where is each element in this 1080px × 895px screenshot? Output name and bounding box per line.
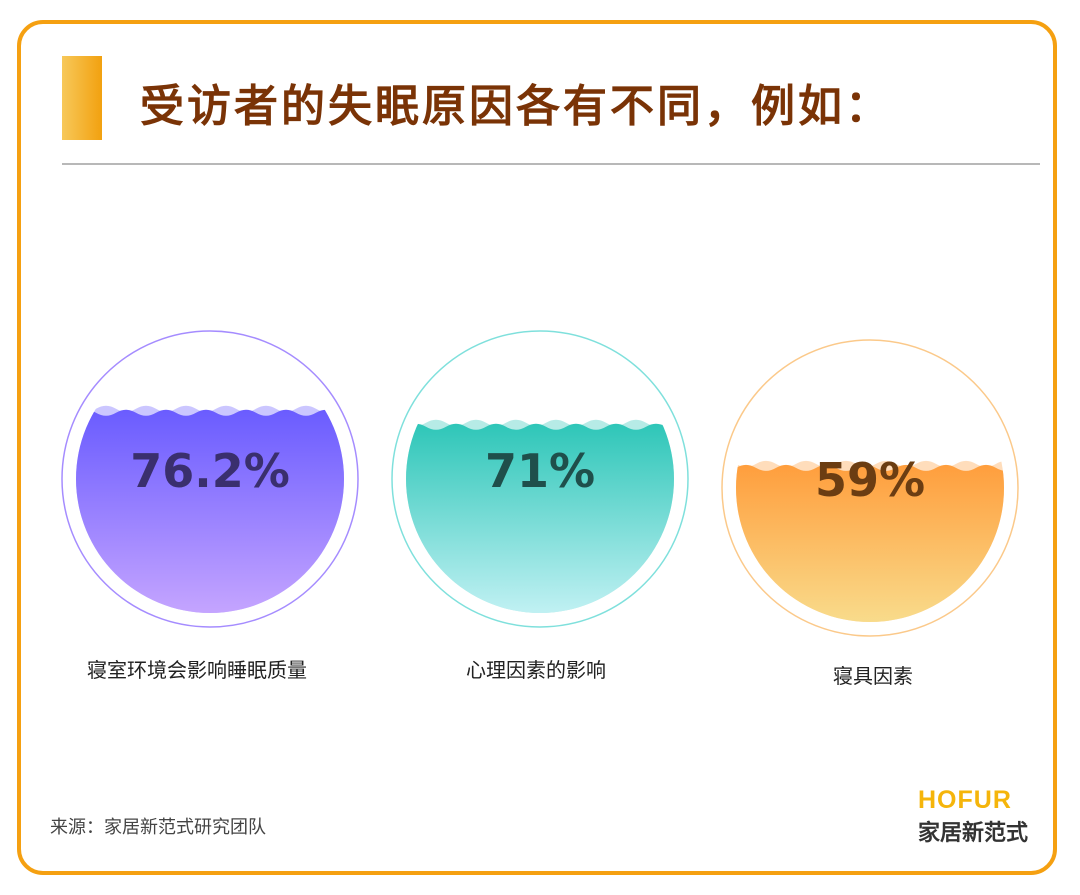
- logo-text-cn: 家居新范式: [918, 821, 1029, 846]
- gauge-value-3: 59%: [815, 453, 925, 507]
- gauge-ring-1: [61, 330, 359, 628]
- page-title: 受访者的失眠原因各有不同，例如：: [140, 81, 892, 132]
- gauge-label-1: 寝室环境会影响睡眠质量: [87, 658, 307, 682]
- gauge-ring-2: [391, 330, 689, 628]
- title-accent-bar: [62, 56, 102, 140]
- source-note: 来源：家居新范式研究团队: [50, 817, 266, 838]
- gauge-value-2: 71%: [485, 444, 595, 498]
- gauge-label-2: 心理因素的影响: [466, 658, 606, 682]
- gauge-ring-3: [721, 339, 1019, 637]
- card-frame: [17, 20, 1057, 875]
- gauge-label-3: 寝具因素: [833, 664, 913, 688]
- gauge-fill-1: [76, 409, 344, 613]
- title-divider: [62, 163, 1040, 165]
- logo-text-en: HOFUR: [918, 786, 1012, 814]
- gauge-value-1: 76.2%: [130, 444, 290, 498]
